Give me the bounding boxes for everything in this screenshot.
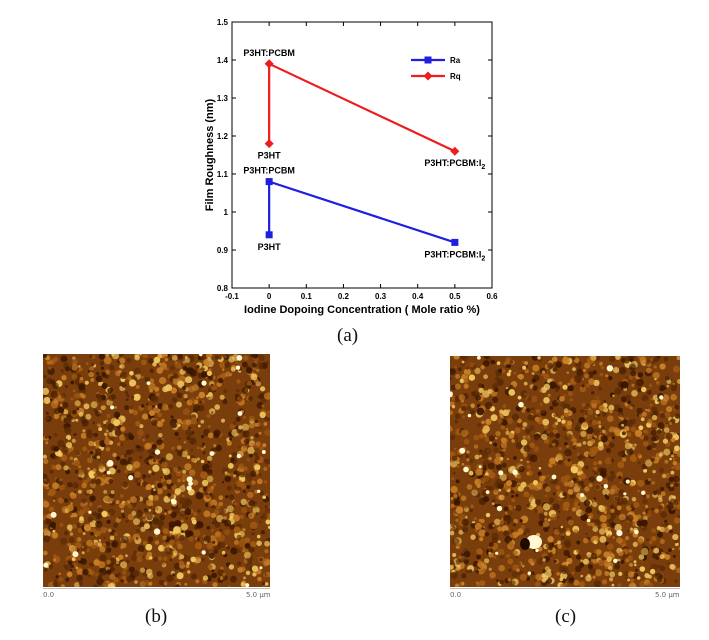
annotation-2: P3HT:PCBM:I2 bbox=[424, 158, 485, 171]
caption-b: (b) bbox=[145, 606, 168, 627]
x-axis-label: Iodine Dopoing Concentration ( Mole rati… bbox=[244, 304, 480, 316]
scale-bar-c bbox=[450, 588, 680, 589]
x-tick-label-3: 0.2 bbox=[338, 292, 350, 301]
x-tick-label-2: 0.1 bbox=[301, 292, 313, 301]
series-line-ra bbox=[268, 180, 456, 244]
y-tick-label-4: 1.2 bbox=[217, 132, 229, 141]
legend-label-ra: Ra bbox=[450, 56, 461, 65]
x-tick-label-7: 0.6 bbox=[486, 292, 498, 301]
y-tick-label-0: 0.8 bbox=[217, 284, 229, 293]
afm-texture-b bbox=[43, 354, 270, 587]
y-tick-label-6: 1.4 bbox=[217, 56, 229, 65]
x-tick-label-6: 0.5 bbox=[449, 292, 461, 301]
y-tick-label-1: 0.9 bbox=[217, 246, 229, 255]
caption-c: (c) bbox=[555, 606, 577, 627]
y-tick-label-7: 1.5 bbox=[217, 18, 229, 27]
y-axis-label: Film Roughness (nm) bbox=[204, 98, 216, 211]
point-rq-1 bbox=[264, 59, 274, 69]
legend-label-rq: Rq bbox=[450, 72, 461, 81]
scale-end-b: 5.0 µm bbox=[246, 591, 271, 599]
legend-marker-rq bbox=[423, 71, 433, 81]
plot-frame bbox=[231, 21, 493, 289]
annotation-4: P3HT bbox=[258, 242, 282, 252]
y-tick-label-2: 1 bbox=[224, 208, 229, 217]
afm-texture-c bbox=[450, 356, 680, 587]
afm-image-b bbox=[43, 354, 270, 587]
point-ra-0 bbox=[265, 231, 273, 239]
scale-start-c: 0.0 bbox=[450, 591, 462, 599]
y-tick-label-3: 1.1 bbox=[217, 170, 229, 179]
x-tick-label-0: -0.1 bbox=[225, 292, 239, 301]
annotation-3: P3HT:PCBM bbox=[243, 166, 295, 176]
annotation-5: P3HT:PCBM:I2 bbox=[424, 249, 485, 262]
scale-start-b: 0.0 bbox=[43, 591, 55, 599]
afm-image-c bbox=[450, 356, 680, 587]
x-tick-label-4: 0.3 bbox=[375, 292, 387, 301]
x-tick-label-5: 0.4 bbox=[412, 292, 424, 301]
point-ra-1 bbox=[265, 178, 273, 186]
roughness-chart: -0.1 0 0.1 0.2 0.3 0.4 0.5 0.6 0.8 0.9 1 1.1 1.2 1.3 1… bbox=[204, 18, 498, 316]
scale-bar-b bbox=[43, 588, 270, 589]
point-rq-2 bbox=[450, 146, 460, 156]
point-rq-0 bbox=[264, 139, 274, 149]
annotation-1: P3HT bbox=[258, 151, 282, 161]
point-ra-2 bbox=[451, 238, 459, 246]
scale-end-c: 5.0 µm bbox=[655, 591, 680, 599]
legend-marker-ra bbox=[424, 56, 432, 64]
x-tick-label-1: 0 bbox=[267, 292, 272, 301]
caption-a: (a) bbox=[337, 325, 359, 346]
annotation-0: P3HT:PCBM bbox=[243, 48, 295, 58]
y-tick-label-5: 1.3 bbox=[217, 94, 229, 103]
